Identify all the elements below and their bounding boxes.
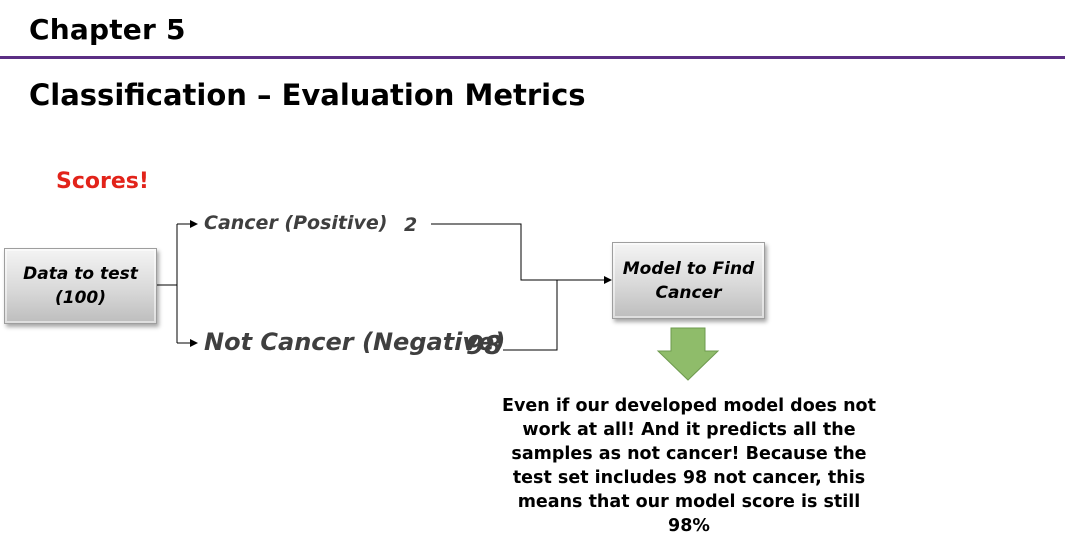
negative-count-connector: [503, 280, 558, 351]
model-box-line1: Model to Find: [622, 258, 755, 279]
slide-title: Classification – Evaluation Metrics: [29, 78, 586, 112]
positive-branch-label: Cancer (Positive): [204, 212, 388, 234]
negative-branch-label: Not Cancer (Negative): [204, 328, 506, 356]
input-box-line2: (100): [54, 288, 106, 308]
input-box-line1: Data to test: [23, 264, 138, 284]
model-box: Model to Find Cancer: [612, 242, 765, 319]
input-data-box: Data to test (100): [4, 248, 157, 324]
down-arrow-icon: [656, 327, 720, 381]
header-divider: [0, 56, 1065, 59]
explanation-caption: Even if our developed model does not wor…: [502, 396, 876, 536]
chapter-heading: Chapter 5: [29, 13, 186, 46]
scores-label: Scores!: [56, 169, 149, 194]
negative-count: 98: [466, 331, 503, 361]
positive-count-connector: [431, 223, 557, 281]
positive-count: 2: [404, 214, 418, 236]
model-box-line2: Cancer: [655, 282, 722, 303]
